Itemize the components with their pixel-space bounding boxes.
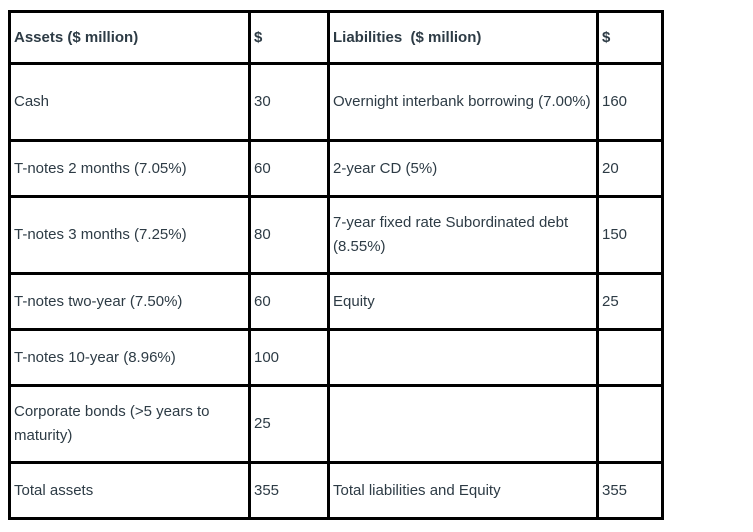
table-header-row: Assets ($ million) $ Liabilities ($ mill… [8,10,664,65]
balance-sheet-table: Assets ($ million) $ Liabilities ($ mill… [8,10,664,520]
liability-value-cell: 20 [596,139,664,198]
liability-value-cell: 150 [596,195,664,275]
header-cell-assets: Assets ($ million) [8,10,251,65]
liability-name-cell: 2-year CD (5%) [327,139,599,198]
liability-name-cell [327,384,599,464]
table-row: T-notes two-year (7.50%) 60 Equity 25 [8,272,664,331]
asset-name-cell: T-notes 2 months (7.05%) [8,139,251,198]
asset-value-cell: 60 [248,139,330,198]
header-cell-liabilities: Liabilities ($ million) [327,10,599,65]
table-row: T-notes 2 months (7.05%) 60 2-year CD (5… [8,139,664,198]
liability-value-cell: 355 [596,461,664,520]
asset-name-cell: Cash [8,62,251,142]
asset-value-cell: 60 [248,272,330,331]
asset-name-cell: Total assets [8,461,251,520]
asset-value-cell: 355 [248,461,330,520]
table-row: T-notes 3 months (7.25%) 80 7-year fixed… [8,195,664,275]
asset-value-cell: 25 [248,384,330,464]
liability-value-cell: 25 [596,272,664,331]
table-row: T-notes 10-year (8.96%) 100 [8,328,664,387]
asset-name-cell: Corporate bonds (>5 years to maturity) [8,384,251,464]
header-cell-assets-value: $ [248,10,330,65]
asset-value-cell: 80 [248,195,330,275]
liability-name-cell: Total liabilities and Equity [327,461,599,520]
liability-name-cell [327,328,599,387]
asset-name-cell: T-notes 10-year (8.96%) [8,328,251,387]
asset-name-cell: T-notes two-year (7.50%) [8,272,251,331]
liability-name-cell: 7-year fixed rate Subordinated debt (8.5… [327,195,599,275]
table-row: Cash 30 Overnight interbank borrowing (7… [8,62,664,142]
liability-value-cell [596,384,664,464]
liability-value-cell: 160 [596,62,664,142]
liability-name-cell: Equity [327,272,599,331]
asset-value-cell: 100 [248,328,330,387]
header-cell-liabilities-value: $ [596,10,664,65]
liability-value-cell [596,328,664,387]
asset-value-cell: 30 [248,62,330,142]
table-row: Corporate bonds (>5 years to maturity) 2… [8,384,664,464]
asset-name-cell: T-notes 3 months (7.25%) [8,195,251,275]
liability-name-cell: Overnight interbank borrowing (7.00%) [327,62,599,142]
table-row: Total assets 355 Total liabilities and E… [8,461,664,520]
